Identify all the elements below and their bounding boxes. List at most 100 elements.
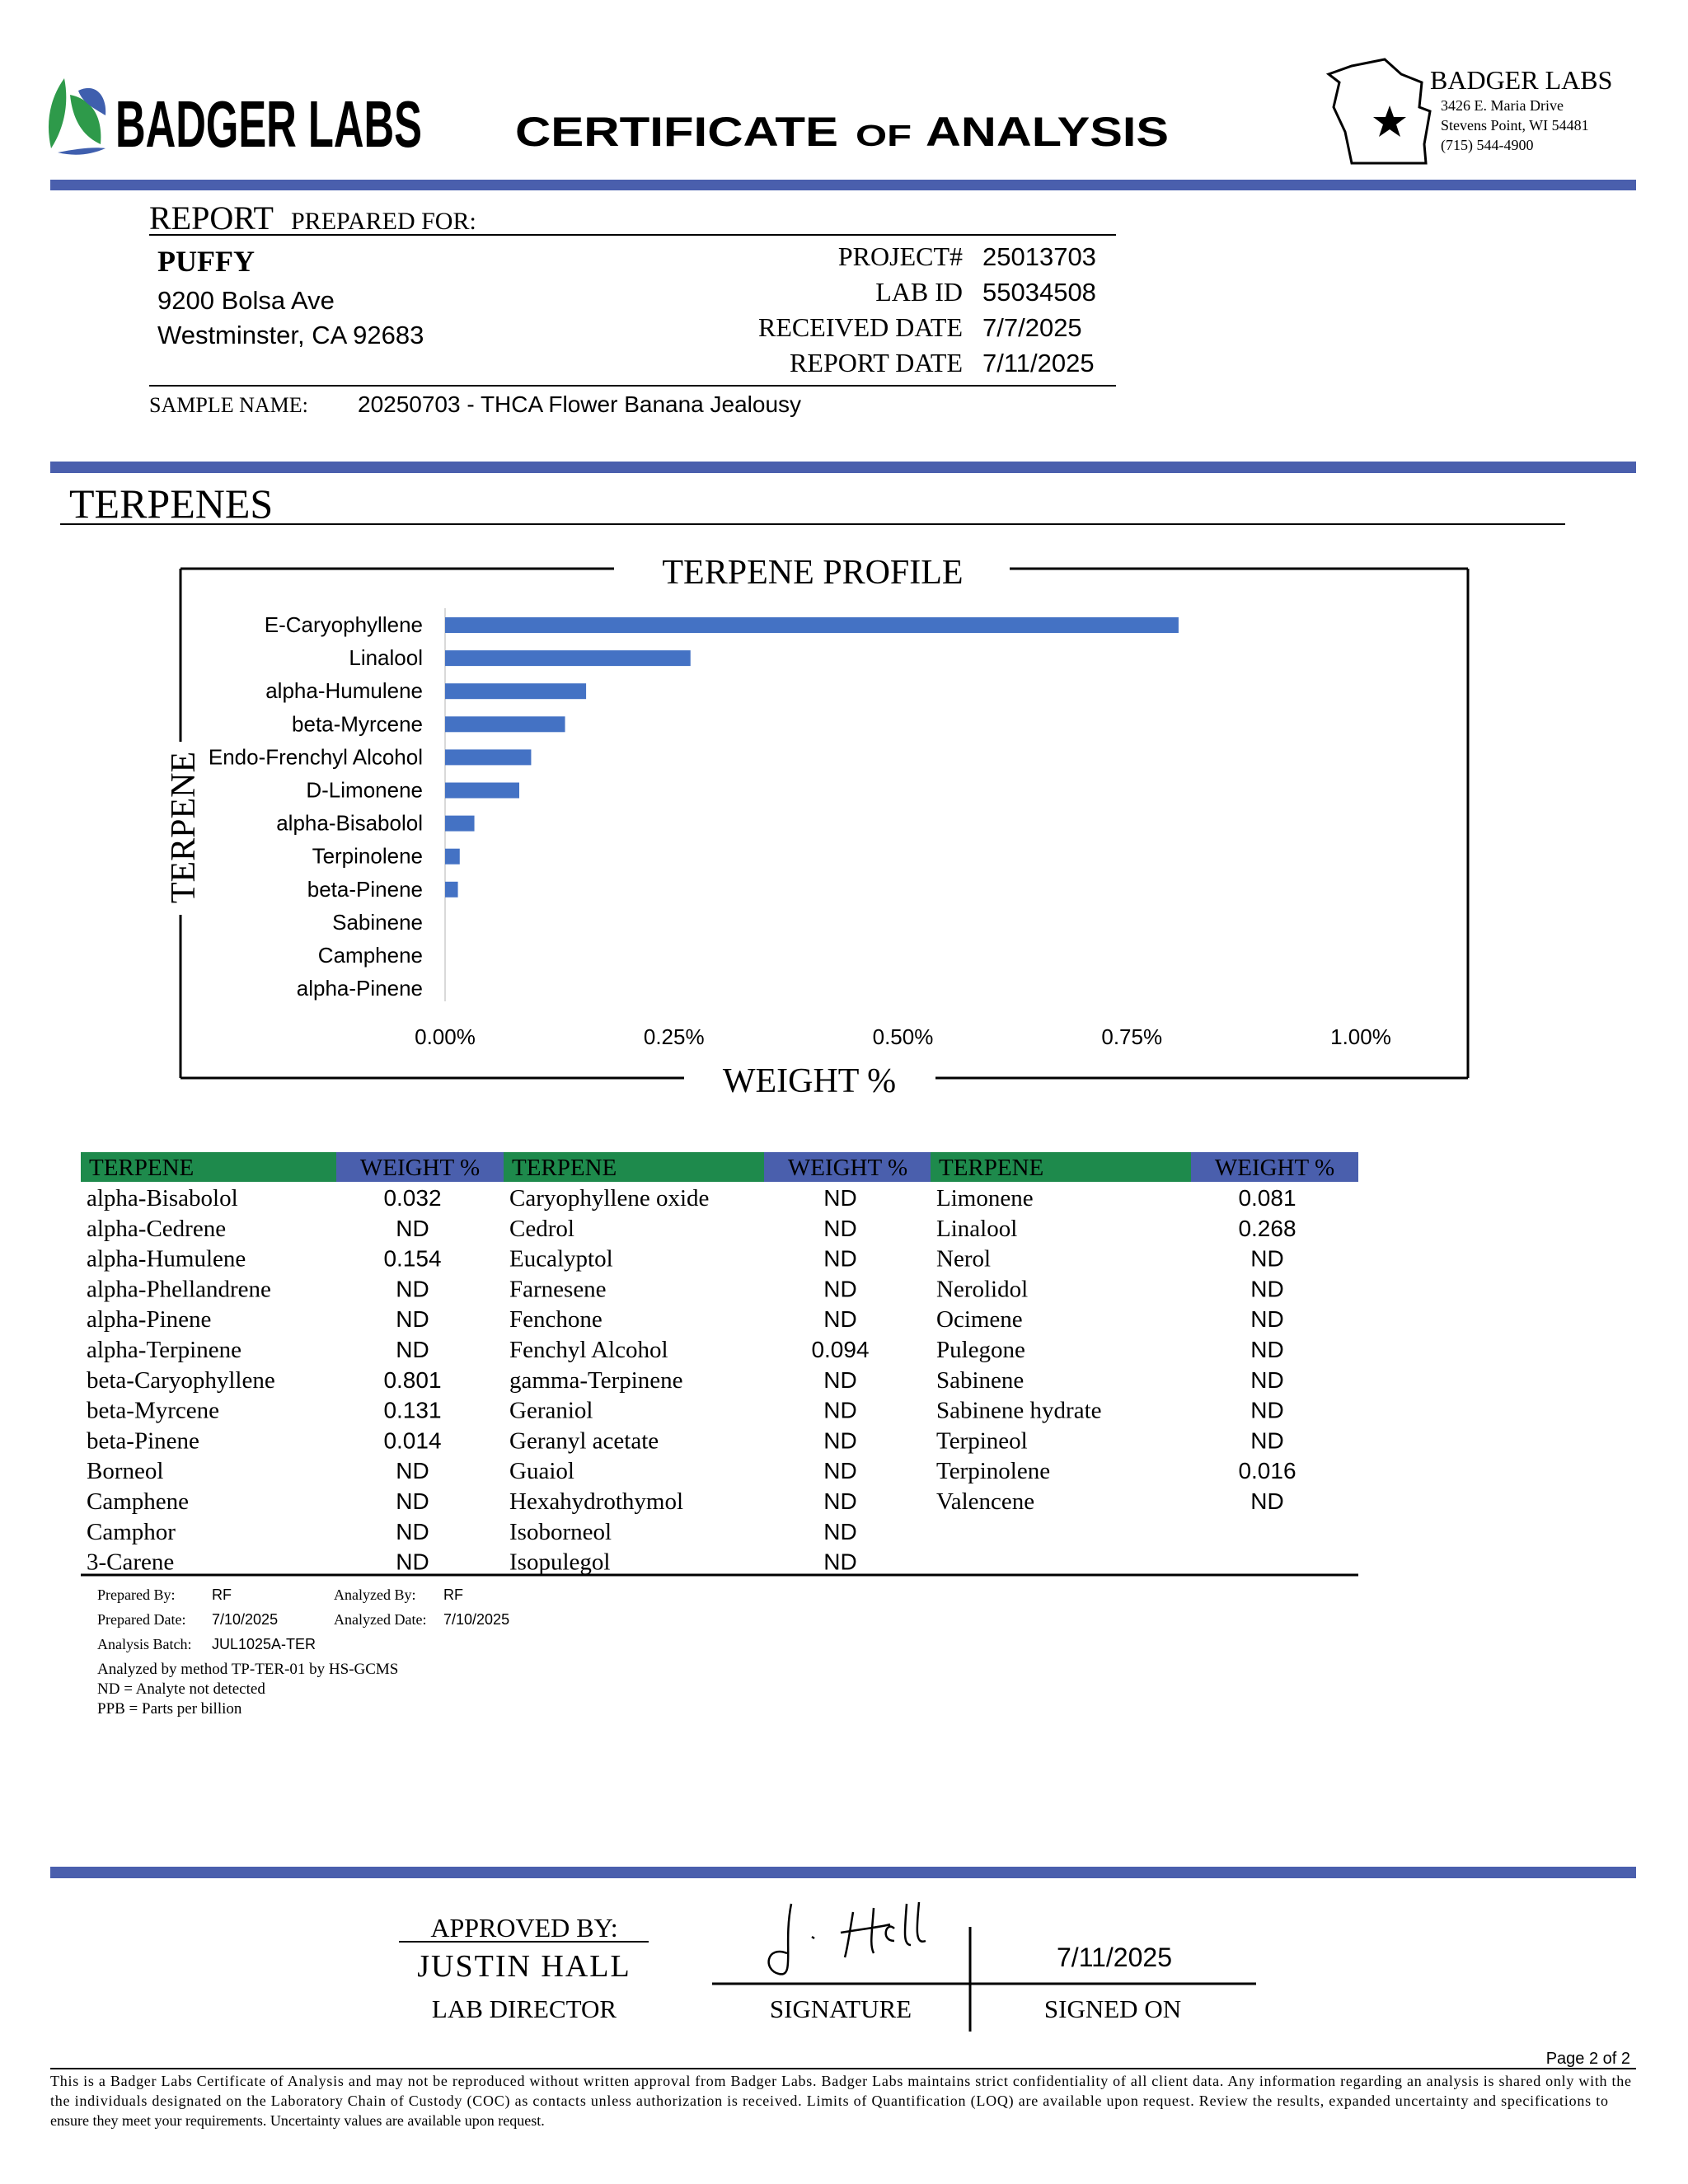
cell: ND	[1250, 1488, 1283, 1514]
bar	[445, 617, 1179, 633]
lab-address: (715) 544-4900	[1441, 137, 1533, 154]
cell: alpha-Cedrene	[87, 1216, 226, 1242]
cell: Valencene	[936, 1488, 1034, 1515]
bar	[445, 848, 460, 865]
y-tick-label: Linalool	[349, 645, 423, 670]
cell: Geraniol	[509, 1398, 593, 1424]
cell: ND	[1250, 1367, 1283, 1393]
cell: 0.801	[383, 1367, 441, 1393]
y-tick-label: beta-Myrcene	[292, 711, 423, 736]
column-header: TERPENE	[89, 1155, 194, 1181]
lab-address: 3426 E. Maria Drive	[1441, 97, 1564, 114]
y-tick-label: Sabinene	[332, 910, 423, 935]
cell: ND	[823, 1276, 856, 1301]
note-value: RF	[443, 1586, 463, 1603]
cell: ND	[823, 1549, 856, 1575]
cell: 0.032	[383, 1185, 441, 1211]
bar	[445, 716, 565, 733]
x-tick-label: 1.00%	[1330, 1024, 1391, 1049]
logo-icon	[48, 78, 106, 155]
section-title: TERPENES	[69, 480, 273, 527]
signature-label: SIGNATURE	[770, 1994, 912, 2023]
cell: Isopulegol	[509, 1549, 610, 1576]
note: ND = Analyte not detected	[97, 1680, 265, 1698]
y-tick-label: alpha-Bisabolol	[276, 811, 423, 836]
sample-name: 20250703 - THCA Flower Banana Jealousy	[358, 391, 801, 417]
note-label: Prepared Date:	[97, 1611, 185, 1628]
bar	[445, 749, 532, 766]
cell: Hexahydrothymol	[509, 1488, 683, 1515]
cell: ND	[1250, 1398, 1283, 1423]
cell: beta-Pinene	[87, 1427, 199, 1454]
cell: Fenchone	[509, 1306, 603, 1333]
lab-address: Stevens Point, WI 54481	[1441, 117, 1589, 134]
cell: Terpinolene	[936, 1458, 1050, 1484]
note-label: Analyzed By:	[334, 1586, 415, 1603]
cell: ND	[396, 1216, 429, 1241]
cell: Caryophyllene oxide	[509, 1185, 709, 1212]
cell: ND	[823, 1185, 856, 1211]
cell: alpha-Phellandrene	[87, 1276, 271, 1302]
cell: ND	[396, 1458, 429, 1483]
note-value: JUL1025A-TER	[212, 1636, 316, 1652]
divider	[50, 1867, 1636, 1878]
note-value: RF	[212, 1586, 232, 1603]
x-tick-label: 0.25%	[644, 1024, 705, 1049]
cell: 0.268	[1238, 1216, 1296, 1241]
bar	[445, 881, 458, 898]
cell: alpha-Humulene	[87, 1246, 246, 1272]
header-cell	[1191, 1152, 1358, 1182]
field-label: PROJECT#	[838, 241, 963, 271]
cell: Terpineol	[936, 1427, 1028, 1454]
x-tick-label: 0.50%	[873, 1024, 934, 1049]
client-address: Westminster, CA 92683	[157, 321, 424, 349]
bar	[445, 815, 475, 832]
signature	[767, 1901, 926, 1975]
cell: Guaiol	[509, 1458, 574, 1484]
state-outline	[1325, 58, 1432, 165]
title: OF	[856, 119, 912, 152]
y-tick-label: E-Caryophyllene	[265, 612, 423, 637]
client-name: PUFFY	[157, 245, 255, 278]
field-label: RECEIVED DATE	[758, 312, 963, 342]
report-heading: PREPARED FOR:	[291, 208, 476, 235]
field-label: REPORT DATE	[790, 348, 963, 377]
cell: ND	[823, 1246, 856, 1272]
field-value: 55034508	[982, 278, 1096, 307]
field-label: LAB ID	[875, 277, 963, 307]
cell: ND	[1250, 1337, 1283, 1362]
cell: ND	[396, 1337, 429, 1362]
y-tick-label: alpha-Humulene	[265, 678, 423, 703]
cell: Fenchyl Alcohol	[509, 1337, 668, 1363]
title: ANALYSIS	[926, 109, 1169, 155]
page-number: Page 2 of 2	[1546, 2050, 1630, 2068]
header-cell	[931, 1152, 1191, 1182]
cell: ND	[823, 1398, 856, 1423]
column-header: WEIGHT %	[1215, 1155, 1334, 1181]
cell: ND	[1250, 1306, 1283, 1332]
cell: 3-Carene	[87, 1549, 174, 1576]
y-tick-label: Camphene	[318, 943, 423, 968]
x-axis-title: WEIGHT %	[723, 1062, 896, 1100]
note-value: 7/10/2025	[443, 1611, 509, 1628]
cell: beta-Myrcene	[87, 1398, 219, 1424]
approver-name: JUSTIN HALL	[417, 1949, 631, 1984]
cell: alpha-Pinene	[87, 1306, 211, 1333]
report-heading: REPORT	[149, 199, 274, 237]
note-label: Analysis Batch:	[97, 1636, 192, 1652]
y-tick-label: D-Limonene	[306, 778, 423, 803]
cell: Sabinene	[936, 1367, 1024, 1394]
bar	[445, 650, 691, 667]
divider	[50, 180, 1636, 190]
cell: ND	[1250, 1246, 1283, 1272]
star-icon	[1373, 105, 1406, 137]
cell: ND	[823, 1488, 856, 1514]
y-tick-label: alpha-Pinene	[297, 976, 423, 1001]
cell: ND	[823, 1519, 856, 1544]
cell: Geranyl acetate	[509, 1427, 659, 1454]
cell: 0.094	[811, 1337, 869, 1362]
cell: Cedrol	[509, 1216, 574, 1242]
lab-name: BADGER LABS	[1430, 65, 1612, 95]
